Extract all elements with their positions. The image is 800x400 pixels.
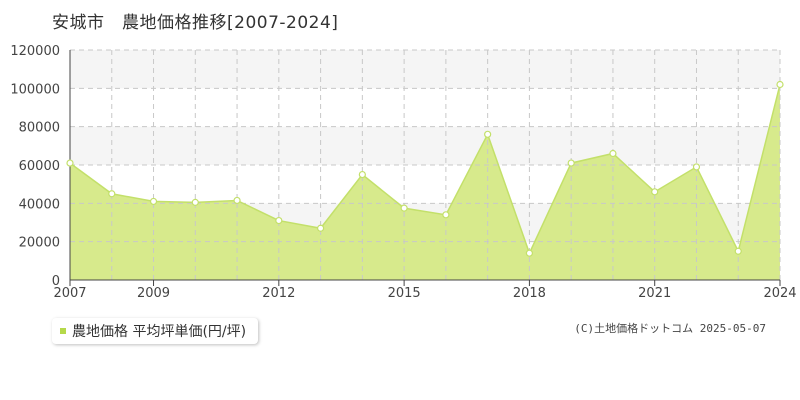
x-tick-label: 2007	[53, 286, 86, 301]
series-line	[69, 84, 781, 256]
data-point	[567, 159, 575, 167]
data-point	[776, 80, 784, 89]
data-point	[651, 188, 659, 196]
y-tick-label: 100000	[10, 82, 60, 97]
data-point	[692, 163, 701, 171]
legend-label: 農地価格 平均坪単価(円/坪)	[72, 324, 247, 340]
data-point	[108, 190, 116, 198]
legend-swatch	[60, 328, 66, 334]
data-point	[525, 249, 534, 257]
y-tick-label: 20000	[19, 236, 60, 251]
y-tick-label: 40000	[19, 197, 60, 212]
grid-band	[70, 126, 780, 165]
x-tick-label: 2024	[763, 286, 796, 301]
data-point	[233, 196, 241, 205]
data-point	[149, 197, 158, 206]
y-tick-label: 60000	[19, 159, 60, 174]
x-tick-label: 2018	[513, 286, 546, 301]
data-point	[358, 170, 366, 179]
data-point	[400, 204, 408, 212]
series-area	[70, 84, 780, 280]
x-tick-label: 2012	[262, 286, 295, 301]
y-tick-label: 120000	[10, 44, 60, 59]
data-point	[66, 159, 74, 167]
data-point	[191, 198, 199, 206]
legend: 農地価格 平均坪単価(円/坪)	[52, 318, 259, 344]
page-title: 安城市 農地価格推移[2007-2024]	[52, 13, 339, 33]
y-tick-label: 0	[52, 274, 60, 289]
data-point	[275, 216, 283, 225]
y-tick-label: 80000	[19, 121, 60, 136]
copyright-text: (C)土地価格ドットコム 2025-05-07	[574, 322, 766, 335]
x-tick-label: 2021	[638, 286, 671, 301]
grid-band	[70, 50, 780, 89]
data-point	[484, 130, 492, 138]
x-tick-label: 2015	[388, 286, 421, 301]
data-point	[734, 247, 742, 255]
x-tick-label: 2009	[137, 286, 170, 301]
data-point	[316, 224, 325, 232]
data-point	[442, 211, 450, 219]
data-point	[609, 149, 617, 158]
